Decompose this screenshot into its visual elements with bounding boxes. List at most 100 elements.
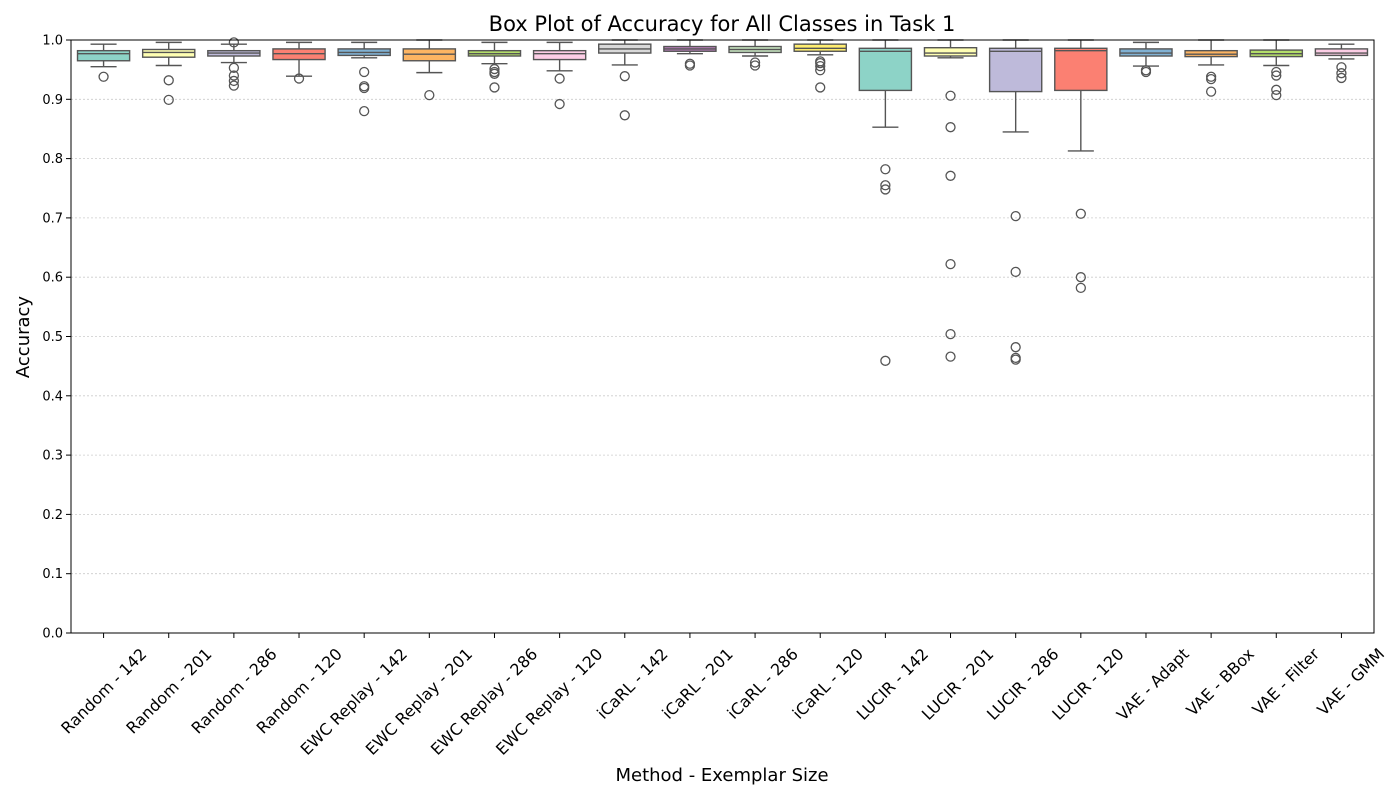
outlier-point <box>554 73 565 84</box>
box-group <box>337 41 391 117</box>
box-group <box>532 41 587 110</box>
box-group <box>272 41 326 84</box>
outlier-point <box>945 328 956 340</box>
box-layer <box>76 37 1369 366</box>
outlier-point <box>1271 84 1282 95</box>
box-rect <box>988 47 1043 93</box>
outlier-point <box>945 90 956 101</box>
outlier-point <box>1075 282 1086 294</box>
outlier-point <box>163 75 174 86</box>
x-tick-label: EWC Replay - 201 <box>362 644 476 758</box>
outlier-point <box>1010 266 1021 278</box>
outlier-point <box>815 60 826 72</box>
chart-title: Box Plot of Accuracy for All Classes in … <box>489 12 956 36</box>
outlier-point <box>424 89 435 101</box>
y-tick-label: 0.2 <box>42 508 63 523</box>
box-group <box>207 37 261 91</box>
outlier-point <box>1140 66 1152 78</box>
box-group <box>76 43 131 82</box>
outlier-point <box>684 60 696 71</box>
x-tick-label: VAE - GMM <box>1313 644 1388 719</box>
box-rect <box>76 49 131 62</box>
box-group <box>988 39 1043 365</box>
box-group <box>467 41 522 93</box>
box-group <box>1314 43 1369 84</box>
outlier-point <box>489 68 500 79</box>
x-tick-label: EWC Replay - 120 <box>492 644 606 758</box>
outlier-point <box>1010 354 1021 365</box>
outlier-point <box>1336 62 1347 73</box>
outlier-point <box>1336 68 1347 79</box>
y-tick-label: 1.0 <box>42 34 63 49</box>
x-tick-label: EWC Replay - 286 <box>427 644 541 758</box>
outlier-point <box>1271 89 1282 101</box>
y-tick-label: 0.0 <box>42 627 63 642</box>
box-group <box>402 39 457 101</box>
y-tick-label: 0.9 <box>42 93 63 108</box>
outlier-point <box>228 37 240 48</box>
box-rect <box>923 47 978 57</box>
box-group <box>1184 39 1238 97</box>
outlier-point <box>619 71 630 82</box>
outlier-point <box>163 94 174 106</box>
outlier-point <box>749 60 761 71</box>
outlier-point <box>1010 210 1021 222</box>
outlier-point <box>815 82 826 93</box>
box-rect <box>141 48 196 58</box>
box-group <box>598 39 652 121</box>
outlier-point <box>619 110 630 121</box>
outlier-point <box>554 98 565 110</box>
outlier-point <box>880 184 891 195</box>
x-axis-label: Method - Exemplar Size <box>615 765 828 786</box>
outlier-point <box>945 351 956 362</box>
y-tick-label: 0.4 <box>42 389 63 404</box>
outlier-point <box>880 180 891 191</box>
outlier-point <box>98 71 109 82</box>
outlier-point <box>880 355 891 366</box>
box-rect <box>858 47 913 92</box>
box-group <box>1249 39 1304 101</box>
x-tick-label: EWC Replay - 142 <box>297 644 411 758</box>
y-tick-label: 0.1 <box>42 567 63 582</box>
outlier-point <box>359 66 370 78</box>
outlier-point <box>359 82 370 94</box>
y-tick-label: 0.6 <box>42 271 63 286</box>
outlier-point <box>1336 72 1347 84</box>
x-tick-label: VAE - BBox <box>1183 644 1258 719</box>
box-group <box>1054 39 1108 294</box>
y-tick-label: 0.7 <box>42 211 63 226</box>
outlier-point <box>293 73 305 84</box>
plot-frame <box>70 39 1375 634</box>
outlier-point <box>228 75 240 87</box>
outlier-point <box>1205 86 1217 97</box>
outlier-point <box>880 164 891 175</box>
outlier-point <box>1075 208 1086 219</box>
outlier-point <box>945 259 956 270</box>
outlier-point <box>489 82 500 93</box>
outlier-point <box>1271 70 1282 81</box>
box-rect <box>532 49 587 61</box>
y-axis: 0.0 0.1 0.2 0.3 0.4 0.5 0.6 0.7 0.8 0.9 1.0 <box>42 34 71 642</box>
grid-layer <box>71 39 1374 634</box>
box-rect <box>1054 47 1108 92</box>
box-group <box>141 41 196 106</box>
box-group <box>923 39 978 362</box>
y-tick-label: 0.5 <box>42 330 63 345</box>
outlier-point <box>359 106 370 117</box>
outlier-point <box>815 65 826 76</box>
box-group <box>663 39 717 71</box>
box-rect <box>1314 48 1369 57</box>
outlier-point <box>228 80 240 91</box>
outlier-point <box>1075 272 1086 283</box>
outlier-point <box>945 170 956 181</box>
y-axis-label: Accuracy <box>13 296 34 379</box>
box-group <box>858 39 913 366</box>
outlier-point <box>815 57 826 69</box>
outlier-point <box>945 122 956 133</box>
outlier-point <box>749 57 761 68</box>
y-tick-label: 0.3 <box>42 449 63 464</box>
outlier-point <box>1271 66 1282 78</box>
